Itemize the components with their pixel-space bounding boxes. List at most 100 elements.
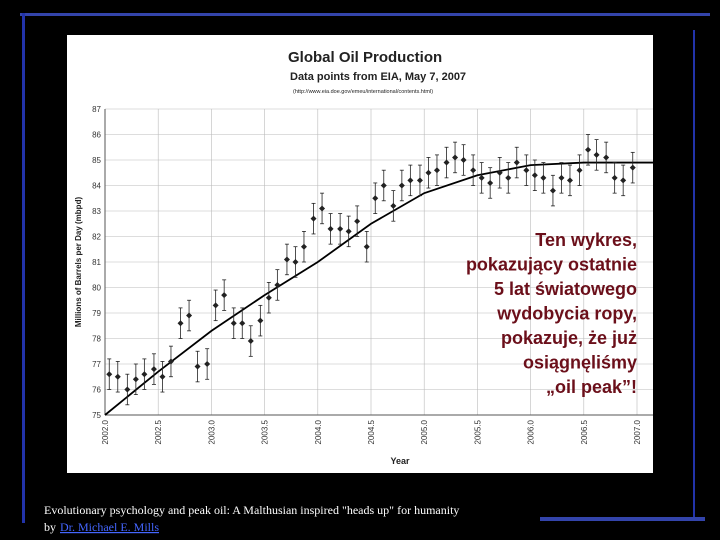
x-tick-label: 2006.5 [580,419,589,444]
chart-subtitle: Data points from EIA, May 7, 2007 [290,71,466,83]
overlay-line: wydobycia ropy, [496,304,637,324]
data-point [186,312,193,319]
y-tick-label: 78 [92,335,101,344]
data-point [247,338,254,345]
data-point [114,373,121,380]
data-point [505,174,512,181]
data-point [319,205,326,212]
y-tick-label: 81 [92,258,101,267]
x-tick-label: 2003.5 [261,419,270,444]
overlay-line: pokazujący ostatnie [466,255,637,275]
data-point [167,358,174,365]
data-point [230,320,237,327]
right-rule [693,30,695,520]
data-point [124,386,131,393]
y-tick-label: 83 [92,207,101,216]
trend-line [104,161,653,416]
data-point [150,366,157,373]
footer-line: Evolutionary psychology and peak oil: A … [44,503,459,517]
x-tick-label: 2002.5 [154,419,163,444]
data-point [363,243,370,250]
plot [104,108,653,416]
overlay-line: osiągnęliśmy [523,353,637,373]
x-axis-label: Year [390,456,410,466]
x-tick-label: 2005.5 [473,419,482,444]
x-tick-label: 2004.0 [314,419,323,444]
data-point [337,225,344,232]
data-point [620,177,627,184]
overlay: Ten wykres, pokazujący ostatnie 5 lat świa… [466,230,637,397]
data-point [106,371,113,378]
overlay-line: Ten wykres, [535,230,637,250]
data-point [159,373,166,380]
data-point [433,167,440,174]
bottom-rule [540,517,705,521]
x-tick-label: 2006.0 [527,419,536,444]
data-point [416,177,423,184]
data-point [523,167,530,174]
data-point [310,215,317,222]
data-point [585,146,592,153]
data-point [390,202,397,209]
y-tick-label: 84 [92,182,101,191]
data-point [398,182,405,189]
x-tick-label: 2007.0 [633,419,642,444]
data-point [478,174,485,181]
data-point [177,320,184,327]
y-tick-label: 82 [92,233,101,242]
data-point [425,169,432,176]
data-point [593,151,600,158]
data-point [470,167,477,174]
overlay-line: 5 lat światowego [494,279,637,299]
data-point [327,225,334,232]
data-point [549,187,556,194]
data-point [576,167,583,174]
data-point [611,174,618,181]
data-point [443,159,450,166]
left-rule [22,13,25,523]
data-point [265,294,272,301]
data-point [257,317,264,324]
data-point [372,195,379,202]
data-point [274,281,281,288]
data-point [566,177,573,184]
data-point [407,177,414,184]
x-tick-label: 2005.0 [420,419,429,444]
data-point [354,218,361,225]
data-point [603,154,610,161]
y-tick-label: 77 [92,360,101,369]
y-tick-label: 87 [92,105,101,114]
footer-by: by [44,520,56,534]
y-tick-label: 85 [92,156,101,165]
x-tick-label: 2004.5 [367,419,376,444]
y-axis-label: Millions of Barrels per Day (mbpd) [74,197,83,328]
y-tick-label: 79 [92,309,101,318]
chart-image [67,35,653,473]
data-point [629,164,636,171]
top-rule [20,13,710,16]
data-point [496,169,503,176]
data-point [380,182,387,189]
chart-title: Global Oil Production [288,49,442,66]
data-point [513,159,520,166]
data-point [487,179,494,186]
x-tick-label: 2002.0 [101,419,110,444]
data-point [132,376,139,383]
data-point [300,243,307,250]
data-point [239,320,246,327]
data-point [221,292,228,299]
data-point [141,371,148,378]
data-point [531,172,538,179]
data-point [558,174,565,181]
data-point [540,174,547,181]
y-tick-label: 76 [92,386,101,395]
data-point [283,256,290,263]
data-point [460,157,467,163]
data-point [345,228,352,235]
data-point [212,302,219,309]
data-point [452,154,459,161]
data-point [292,259,299,265]
author-link[interactable]: Dr. Michael E. Mills [60,520,159,534]
y-tick-label: 86 [92,131,101,140]
